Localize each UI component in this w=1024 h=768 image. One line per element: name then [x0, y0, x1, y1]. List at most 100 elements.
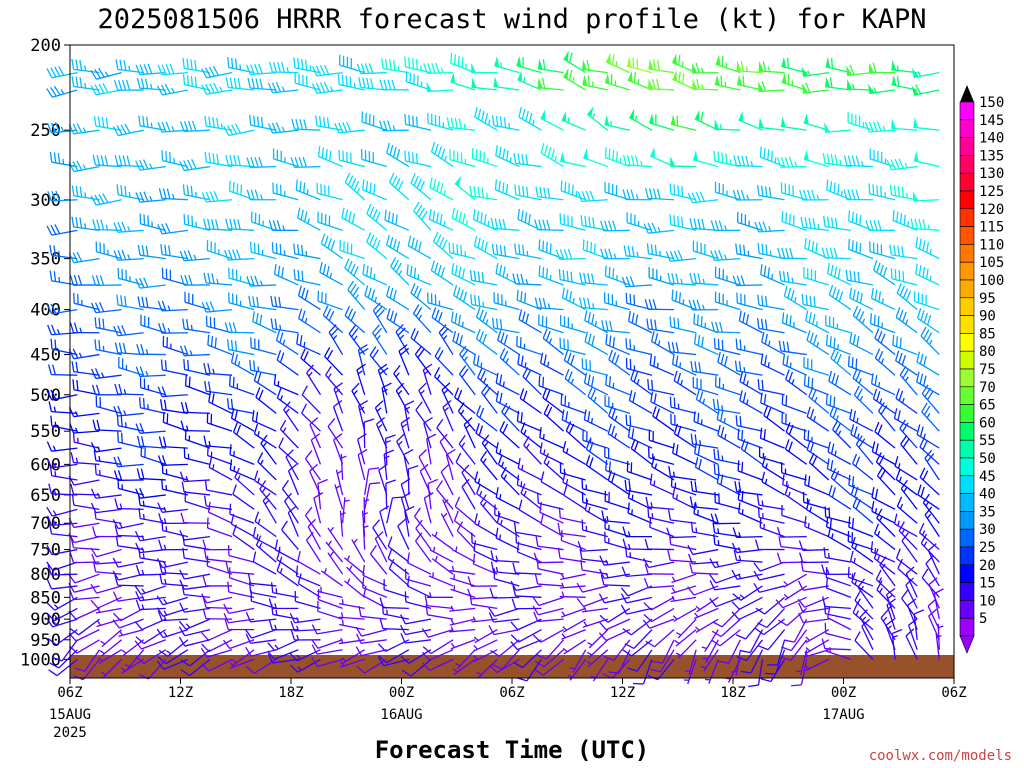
- barb-full: [804, 516, 807, 527]
- barb-half: [724, 225, 727, 231]
- barb-shaft: [538, 324, 564, 334]
- barb-full: [454, 313, 458, 324]
- barb-full: [157, 64, 163, 75]
- wind-barb: [309, 417, 322, 449]
- barb-shaft: [279, 428, 299, 449]
- barb-shaft: [325, 541, 344, 563]
- wind-barb: [383, 449, 395, 481]
- barb-full: [498, 218, 503, 230]
- barb-full: [645, 496, 649, 508]
- barb-shaft: [828, 380, 852, 396]
- wind-barb: [733, 549, 763, 563]
- barb-shaft: [206, 161, 233, 168]
- barb-shaft: [584, 341, 609, 356]
- wind-barb: [364, 467, 380, 496]
- barb-full: [542, 219, 547, 231]
- barb-half: [547, 303, 551, 309]
- barb-shaft: [457, 410, 476, 432]
- barb-shaft: [784, 585, 808, 601]
- barb-full: [358, 400, 369, 407]
- barb-shaft: [759, 561, 785, 572]
- barb-full: [357, 433, 367, 440]
- barb-half: [323, 568, 327, 574]
- barb-full: [577, 191, 583, 202]
- barb-shaft: [714, 257, 741, 262]
- wind-barb: [112, 570, 144, 581]
- wind-barb: [667, 509, 697, 524]
- barb-full: [564, 368, 570, 380]
- barb-full: [681, 186, 684, 197]
- barb-full: [562, 269, 565, 281]
- barb-shaft: [692, 370, 719, 376]
- barb-full: [857, 271, 860, 283]
- wind-barb: [135, 366, 166, 378]
- barb-half: [450, 605, 454, 611]
- barb-full: [539, 427, 542, 438]
- barb-full: [760, 318, 764, 330]
- barb-full: [418, 382, 427, 391]
- barb-full: [375, 211, 381, 222]
- wind-barb: [561, 110, 586, 131]
- barb-half: [694, 612, 699, 618]
- barb-full: [600, 248, 605, 259]
- barb-full: [739, 390, 743, 401]
- wind-barb: [821, 247, 851, 260]
- barb-shaft: [304, 514, 321, 537]
- barb-half: [274, 603, 277, 609]
- barb-shaft: [670, 193, 697, 201]
- barb-full: [838, 291, 844, 302]
- barb-full: [473, 235, 478, 247]
- wind-barb: [890, 268, 918, 286]
- barb-full: [611, 352, 617, 363]
- barb-shaft: [855, 443, 874, 465]
- barb-shaft: [561, 190, 586, 201]
- barb-half: [355, 294, 359, 300]
- barb-half: [695, 527, 698, 533]
- barb-full: [853, 385, 860, 396]
- barb-full: [601, 320, 605, 331]
- barb-full: [99, 275, 105, 286]
- barb-flag: [911, 67, 919, 78]
- wind-barb: [539, 442, 564, 465]
- barb-full: [725, 153, 728, 164]
- barb-half: [791, 277, 794, 283]
- wind-barb: [232, 524, 255, 551]
- barb-shaft: [74, 573, 100, 584]
- barb-full: [692, 299, 697, 311]
- barb-full: [297, 573, 302, 584]
- barb-shaft: [892, 344, 918, 356]
- barb-half: [163, 610, 168, 616]
- barb-half: [443, 189, 446, 196]
- barb-full: [917, 308, 922, 319]
- barb-full: [627, 487, 631, 499]
- barb-shaft: [694, 452, 719, 465]
- wind-barb: [272, 148, 299, 168]
- wind-barb: [891, 118, 918, 131]
- wind-barb: [736, 292, 763, 311]
- barb-full: [410, 265, 413, 277]
- wind-barb: [116, 294, 144, 311]
- barb-full: [614, 354, 620, 365]
- barb-full: [46, 602, 56, 611]
- barb-full: [812, 314, 816, 325]
- wind-barb: [803, 357, 829, 376]
- wind-barb: [671, 573, 697, 584]
- barb-full: [271, 122, 278, 133]
- barb-full: [608, 266, 611, 278]
- wind-barb: [95, 241, 122, 260]
- barb-full: [926, 453, 935, 463]
- barb-full: [419, 463, 429, 472]
- barb-full: [833, 396, 836, 408]
- barb-full: [735, 338, 738, 350]
- barb-full: [522, 185, 525, 197]
- barb-full: [645, 188, 649, 199]
- wind-barb: [924, 449, 940, 481]
- wind-barb: [620, 604, 653, 615]
- wind-barb: [452, 285, 476, 311]
- barb-shaft: [95, 518, 122, 524]
- barb-full: [79, 217, 83, 229]
- barb-shaft: [440, 471, 454, 496]
- wind-barb: [386, 285, 410, 311]
- barb-full: [732, 593, 742, 601]
- wind-barb: [605, 52, 631, 74]
